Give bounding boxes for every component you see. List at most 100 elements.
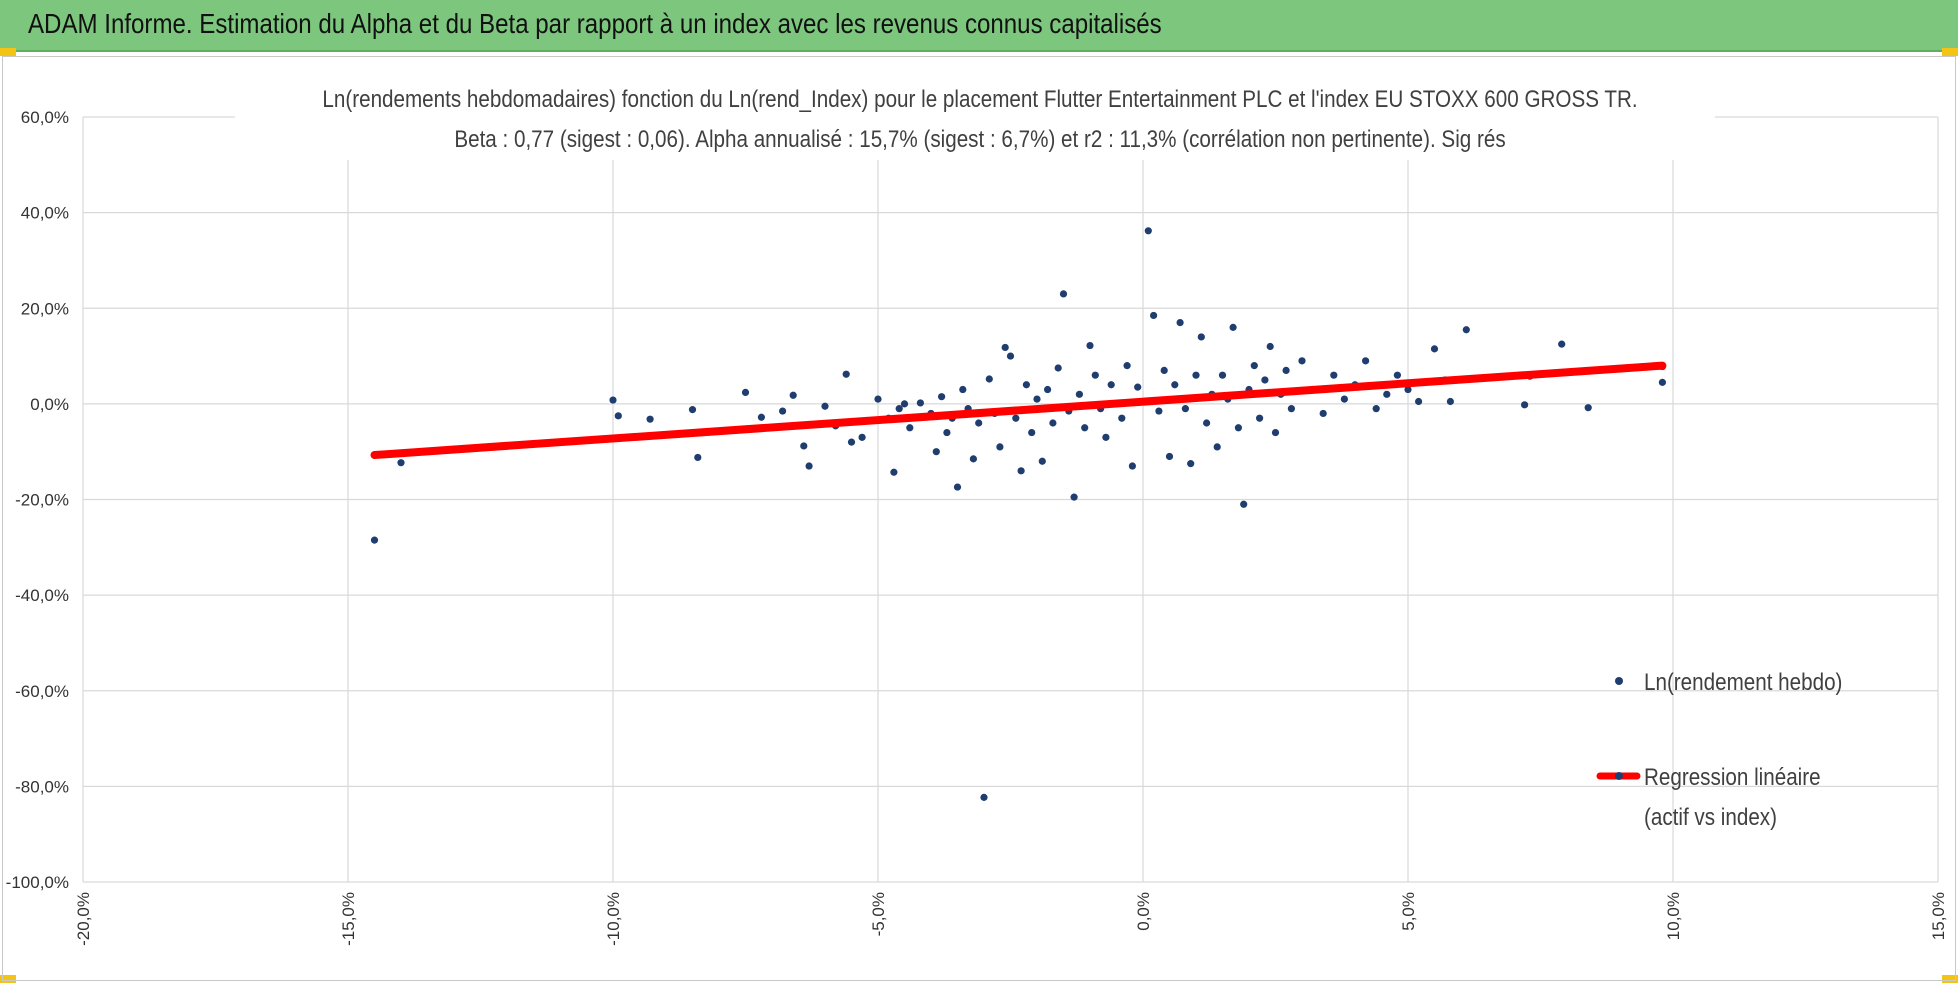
data-point — [1054, 364, 1062, 372]
data-point — [646, 415, 654, 423]
data-point — [1558, 340, 1566, 348]
data-point — [1584, 404, 1592, 412]
data-point — [1086, 341, 1094, 350]
legend-marker-regression-dot — [1615, 772, 1623, 780]
data-point — [1123, 362, 1131, 370]
x-tick-label: -5,0% — [869, 892, 888, 936]
data-point — [1521, 401, 1529, 409]
data-point — [975, 419, 983, 427]
data-point — [969, 455, 978, 463]
data-point — [1340, 395, 1348, 403]
chart-subtitle: Beta : 0,77 (sigest : 0,06). Alpha annua… — [454, 126, 1505, 153]
y-tick-label: -100,0% — [6, 873, 69, 892]
data-point — [900, 400, 909, 408]
data-point — [1118, 414, 1126, 422]
data-point — [741, 388, 750, 396]
x-tick-label: -10,0% — [604, 892, 623, 946]
data-point — [1150, 311, 1158, 320]
data-point — [916, 399, 925, 407]
data-point — [1081, 424, 1089, 432]
data-point — [694, 453, 702, 462]
data-point — [895, 405, 903, 413]
data-point — [757, 413, 766, 421]
data-point — [938, 393, 946, 401]
data-point — [1144, 227, 1152, 235]
data-point — [1261, 376, 1269, 384]
data-point — [1134, 383, 1142, 391]
legend-marker-points — [1615, 677, 1623, 685]
data-point — [1075, 390, 1083, 398]
data-point — [1229, 323, 1237, 331]
data-point — [1192, 371, 1200, 379]
data-point — [1033, 395, 1041, 403]
data-point — [800, 442, 808, 450]
data-point — [614, 412, 622, 420]
y-tick-label: 60,0% — [21, 108, 69, 127]
data-point — [1234, 424, 1242, 432]
data-point — [1203, 419, 1211, 427]
data-point — [1022, 381, 1030, 389]
data-point — [397, 459, 405, 467]
data-point — [1128, 462, 1136, 470]
corner-marker-top-left — [0, 48, 16, 56]
data-point — [980, 793, 988, 801]
y-tick-label: -60,0% — [15, 682, 69, 701]
data-point — [953, 483, 962, 491]
y-tick-label: 20,0% — [21, 299, 69, 318]
x-tick-label: -20,0% — [74, 892, 93, 946]
x-tick-label: 5,0% — [1399, 892, 1418, 931]
data-point — [1383, 390, 1391, 398]
x-tick-label: 10,0% — [1664, 892, 1683, 940]
data-point — [789, 391, 797, 399]
data-point — [1012, 414, 1020, 422]
chart-title: Ln(rendements hebdomadaires) fonction du… — [322, 86, 1637, 113]
data-point — [1197, 333, 1205, 341]
data-point — [985, 375, 993, 383]
data-point — [959, 385, 967, 394]
chart-frame — [2, 56, 1956, 981]
y-tick-label: -40,0% — [15, 586, 69, 605]
legend: Ln(rendement hebdo) Regression linéaire … — [1596, 669, 1842, 830]
data-point — [1091, 371, 1099, 379]
data-point — [1070, 493, 1078, 501]
data-point — [1287, 405, 1295, 413]
data-point — [1160, 366, 1168, 375]
header-bar: ADAM Informe. Estimation du Alpha et du … — [0, 0, 1958, 52]
x-tick-label: 0,0% — [1134, 892, 1153, 931]
data-point — [1250, 362, 1258, 370]
data-point — [1462, 326, 1470, 334]
y-tick-label: 40,0% — [21, 204, 69, 223]
data-point — [1393, 371, 1401, 379]
corner-marker-bottom-left — [0, 975, 16, 983]
data-point — [874, 395, 882, 403]
data-point — [847, 438, 856, 446]
data-point — [1001, 343, 1009, 352]
data-point — [1049, 419, 1057, 427]
y-tick-label: -80,0% — [15, 777, 69, 796]
corner-marker-top-right — [1942, 48, 1958, 56]
data-point — [1165, 452, 1174, 461]
data-point — [1006, 352, 1015, 360]
data-point — [1176, 318, 1184, 327]
data-point — [1171, 381, 1179, 389]
data-point — [805, 462, 813, 470]
data-point — [932, 448, 940, 456]
data-point — [1298, 357, 1306, 365]
data-point — [943, 428, 951, 437]
data-point — [1282, 366, 1290, 375]
y-tick-label: -20,0% — [15, 491, 69, 510]
data-point — [1155, 407, 1163, 415]
data-point — [1213, 443, 1221, 451]
data-point — [1266, 342, 1274, 351]
scatter-series — [370, 227, 1666, 801]
data-point — [1107, 381, 1115, 389]
data-point — [1658, 378, 1666, 386]
data-point — [1446, 397, 1454, 406]
grid-layer — [82, 116, 1939, 883]
data-point — [996, 443, 1004, 451]
data-point — [370, 536, 379, 544]
data-point — [906, 424, 914, 432]
data-point — [1372, 405, 1380, 413]
data-point — [1218, 371, 1227, 379]
